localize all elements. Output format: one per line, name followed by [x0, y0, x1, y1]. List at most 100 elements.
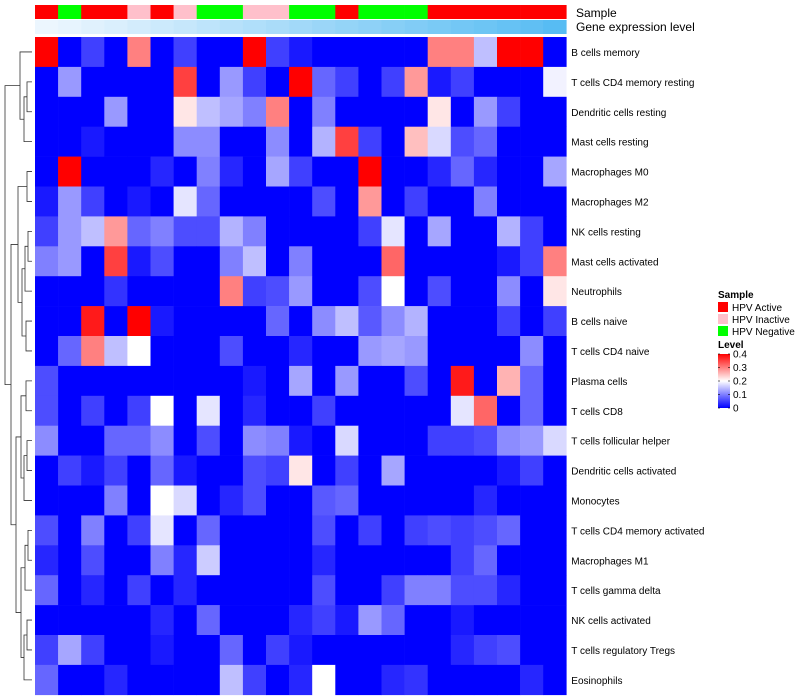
heatmap-cell — [266, 336, 290, 367]
heatmap-cell — [473, 664, 498, 696]
row-label: NK cells activated — [571, 616, 650, 627]
heatmap-cell — [543, 96, 567, 127]
sample-annotation-cell — [335, 5, 359, 19]
heatmap-cell — [127, 395, 151, 426]
heatmap-cell — [35, 37, 59, 68]
heatmap-cell — [104, 186, 128, 217]
heatmap-cell — [450, 96, 475, 127]
heatmap-cell — [35, 635, 59, 666]
heatmap-cell — [497, 425, 521, 456]
heatmap-cell — [381, 186, 405, 217]
heatmap-cell — [58, 575, 82, 606]
heatmap-cell — [242, 96, 267, 127]
heatmap-cell — [335, 246, 359, 277]
gene-expression-annotation-cell — [242, 20, 267, 34]
heatmap-cell — [543, 306, 567, 337]
heatmap-cell — [312, 545, 336, 576]
heatmap-cell — [58, 515, 82, 546]
heatmap-cell — [335, 515, 359, 546]
heatmap-cell — [266, 664, 290, 696]
heatmap-cell — [266, 425, 290, 456]
heatmap-cell — [404, 365, 428, 397]
heatmap-cell — [473, 365, 498, 397]
heatmap-cell — [312, 485, 336, 516]
heatmap-cell — [358, 365, 382, 397]
heatmap-cell — [219, 156, 244, 187]
heatmap-cell — [196, 37, 221, 68]
heatmap-cell — [104, 575, 128, 606]
heatmap-cell — [242, 306, 267, 337]
heatmap-cell — [196, 365, 221, 397]
dendrogram-branch — [25, 320, 32, 352]
heatmap-cell — [242, 515, 267, 546]
heatmap-cell — [335, 425, 359, 456]
heatmap-cell — [266, 455, 290, 486]
heatmap-cell — [58, 664, 82, 696]
heatmap-cell — [173, 246, 197, 277]
heatmap-cell — [450, 186, 475, 217]
heatmap-cell — [58, 37, 82, 68]
heatmap-cell — [404, 635, 428, 666]
heatmap-cell — [427, 216, 452, 247]
heatmap-cell — [35, 66, 59, 98]
heatmap-cell — [81, 485, 105, 516]
heatmap-cell — [219, 66, 244, 98]
heatmap-cell — [58, 126, 82, 157]
heatmap-cell — [150, 336, 174, 367]
heatmap-cell — [404, 664, 428, 696]
heatmap-cell — [196, 126, 221, 157]
sample-legend-label: HPV Inactive — [732, 315, 790, 326]
heatmap-cell — [104, 276, 128, 307]
heatmap-cell — [196, 246, 221, 277]
gene-expression-annotation-cell — [543, 20, 567, 34]
heatmap-cell — [58, 425, 82, 456]
gene-expression-annotation-cell — [335, 20, 359, 34]
heatmap-cell — [266, 186, 290, 217]
heatmap-cell — [289, 37, 313, 68]
heatmap-cell — [150, 216, 174, 247]
heatmap-cell — [242, 365, 267, 397]
heatmap-cell — [150, 515, 174, 546]
heatmap-cell — [81, 575, 105, 606]
heatmap-cell — [266, 605, 290, 636]
row-label: Monocytes — [571, 496, 619, 507]
sample-annotation-cell — [219, 5, 244, 19]
heatmap-cell — [173, 336, 197, 367]
sample-annotation-cell — [173, 5, 197, 19]
heatmap-cell — [543, 545, 567, 576]
dendrogram-branch — [27, 529, 32, 561]
heatmap-cell — [473, 246, 498, 277]
heatmap-cell — [543, 605, 567, 636]
heatmap-cell — [312, 66, 336, 98]
heatmap-cell — [104, 246, 128, 277]
heatmap-cell — [381, 126, 405, 157]
heatmap-cell — [520, 635, 544, 666]
heatmap-cell — [127, 156, 151, 187]
row-label: T cells CD4 memory resting — [571, 78, 694, 89]
heatmap-cell — [289, 635, 313, 666]
heatmap-cell — [289, 545, 313, 576]
sample-annotation-cell — [150, 5, 174, 19]
heatmap-cell — [104, 66, 128, 98]
heatmap-cell — [543, 365, 567, 397]
heatmap-cell — [473, 156, 498, 187]
heatmap-cell — [358, 664, 382, 696]
heatmap-cell — [35, 306, 59, 337]
heatmap-cell — [335, 455, 359, 486]
heatmap-cell — [358, 336, 382, 367]
heatmap-cell — [404, 216, 428, 247]
heatmap-cell — [242, 336, 267, 367]
row-label: T cells CD4 memory activated — [571, 526, 704, 537]
heatmap-cell — [358, 545, 382, 576]
heatmap-cell — [497, 336, 521, 367]
heatmap-cell — [81, 515, 105, 546]
row-labels: B cells memory T cells CD4 memory resting… — [571, 48, 704, 687]
heatmap-cell — [104, 306, 128, 337]
sample-annotation-title: Sample — [576, 6, 617, 20]
heatmap-cell — [520, 96, 544, 127]
heatmap-cell — [427, 37, 452, 68]
heatmap-cell — [358, 156, 382, 187]
heatmap-cell — [81, 664, 105, 696]
gene-expression-annotation-cell — [450, 20, 475, 34]
heatmap-cell — [196, 395, 221, 426]
